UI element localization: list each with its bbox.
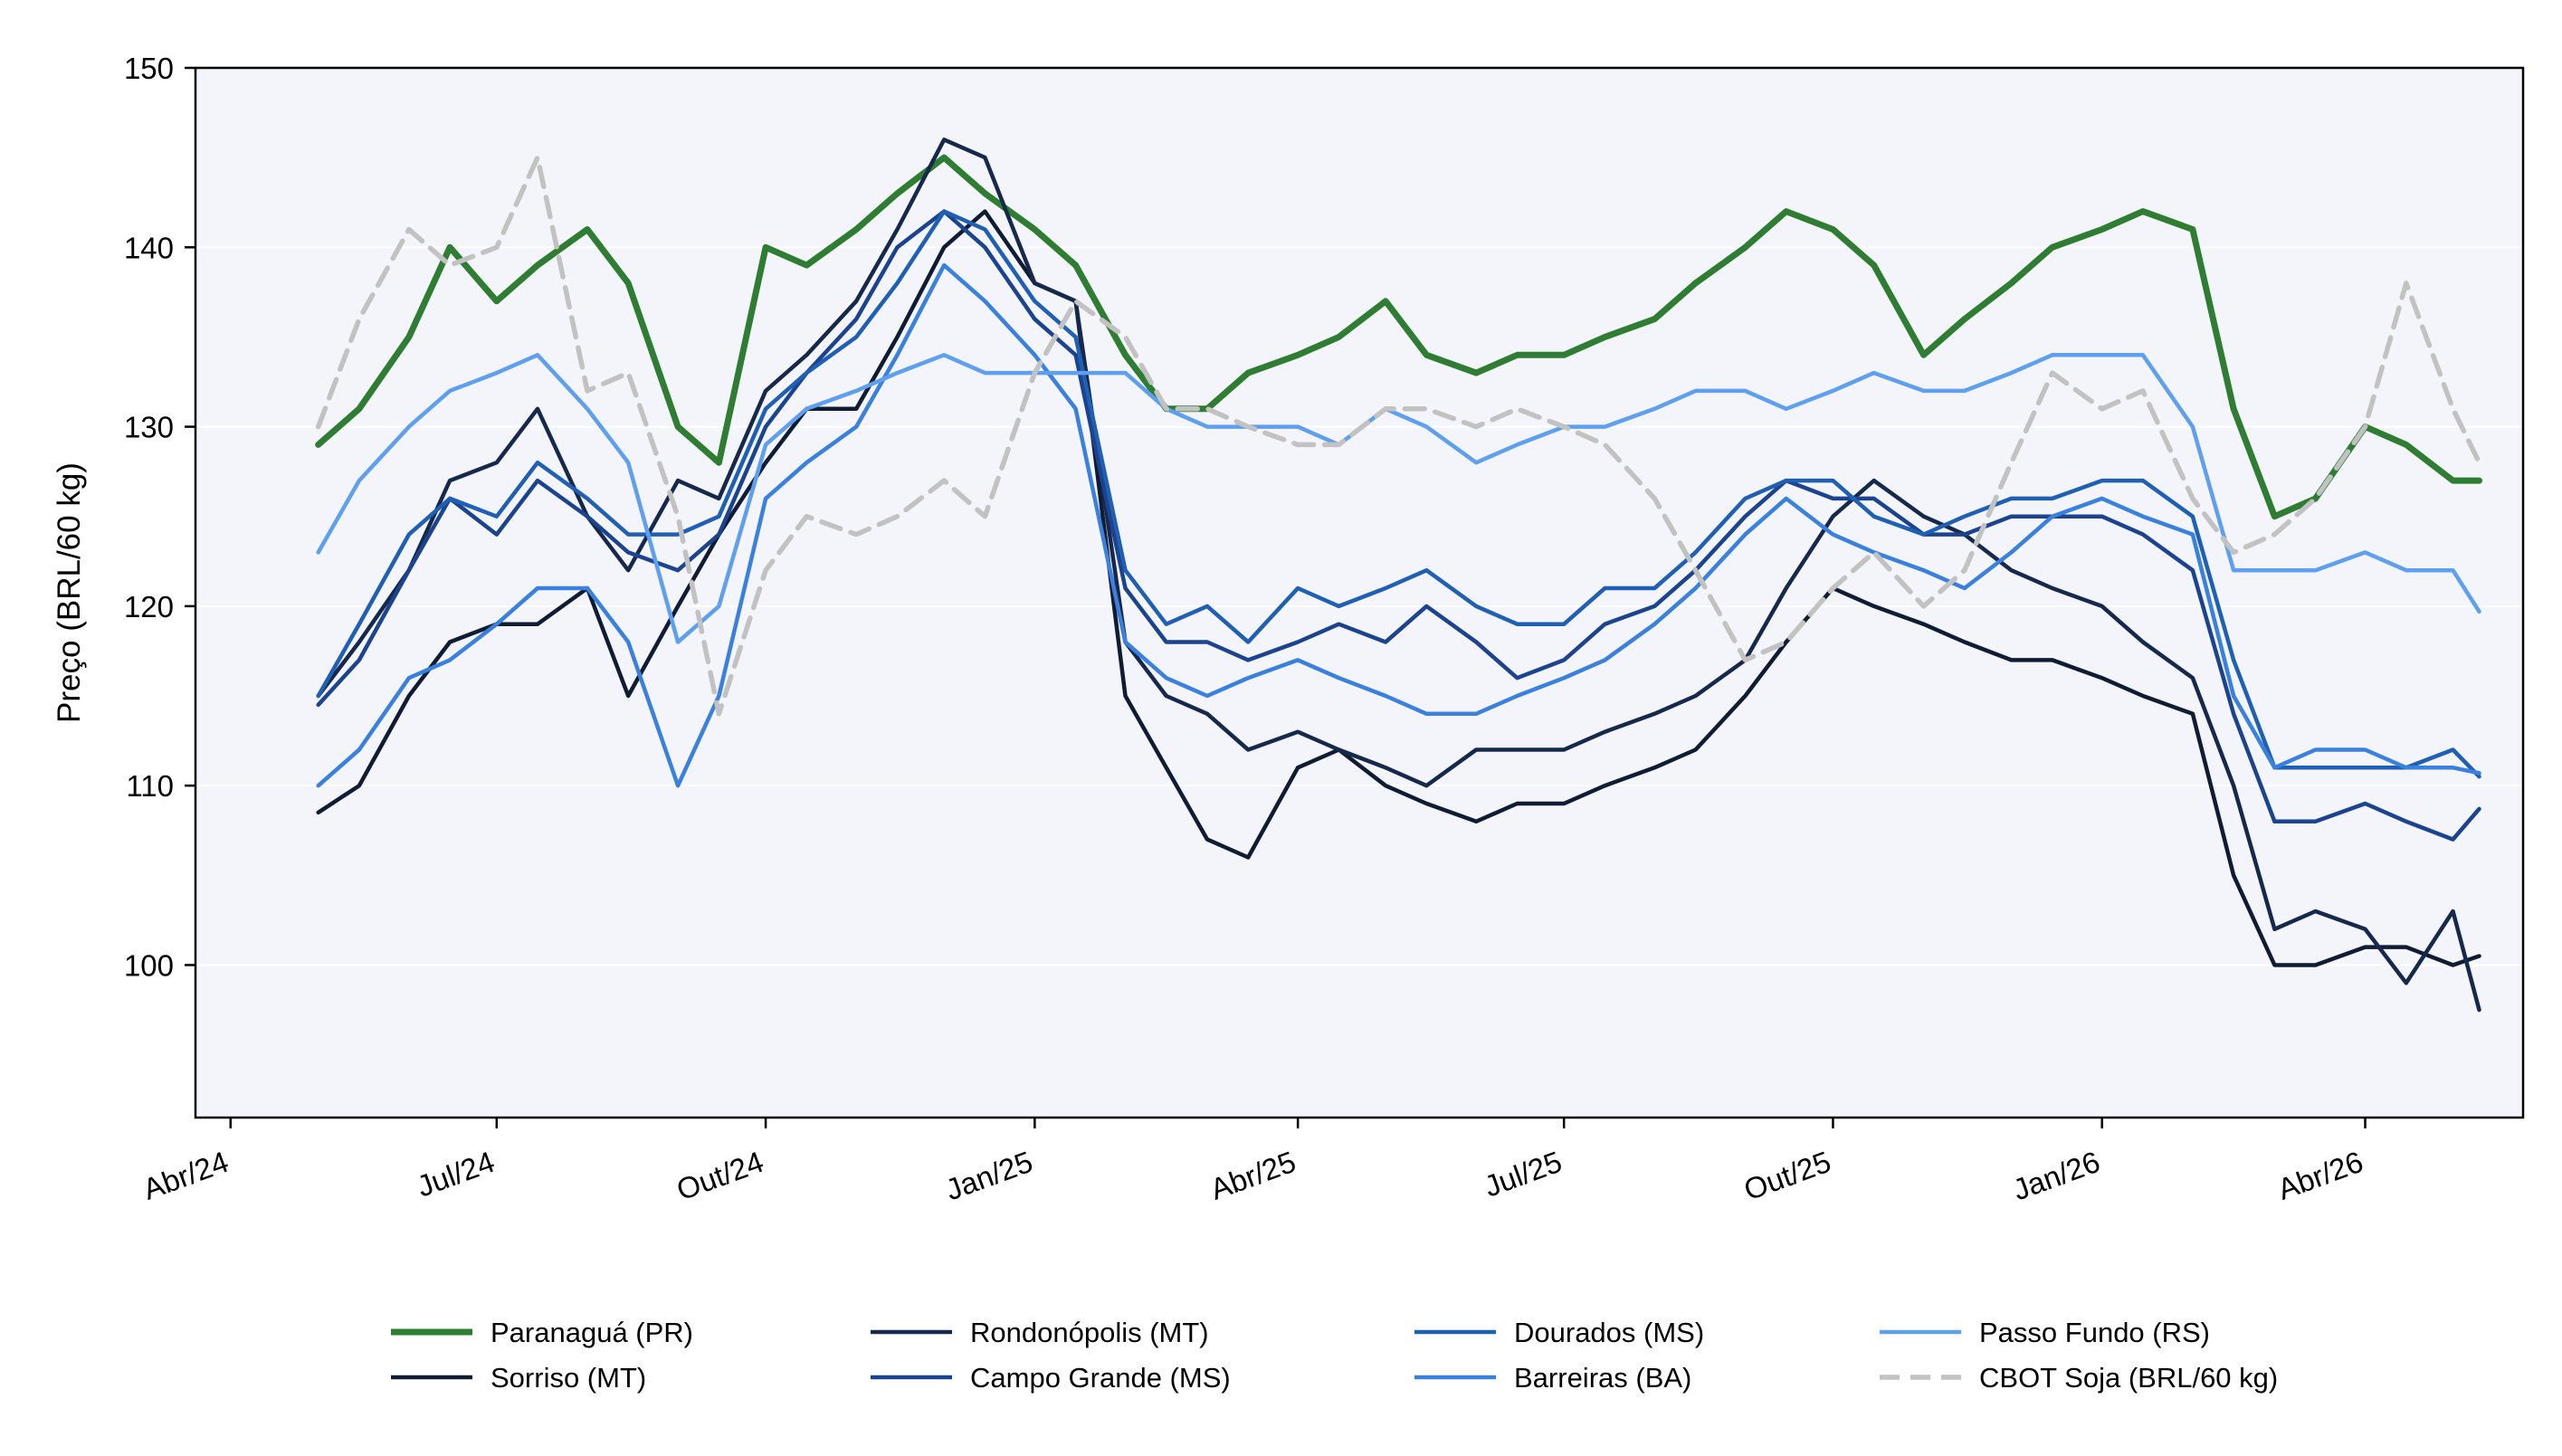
y-tick-label: 150 [124,52,174,85]
x-tick-label: Abr/24 [138,1145,233,1206]
legend-entry-label: Barreiras (BA) [1514,1362,1691,1394]
series-line [316,209,2481,842]
legend-entry-label: Passo Fundo (RS) [1979,1317,2210,1348]
x-tick-label: Jan/26 [2008,1145,2104,1207]
legend-entry-label: CBOT Soja (BRL/60 kg) [1979,1362,2278,1394]
y-tick-label: 110 [126,769,174,803]
x-tick-label: Jul/25 [1480,1145,1566,1204]
x-tick-label: Out/24 [672,1145,768,1207]
x-axis: Abr/24 Jul/24 Out/24 Jan/25 Abr/25 Jul/25 Out/… [138,1118,2367,1206]
series-line [316,138,2481,1013]
x-tick-label: Abr/26 [2273,1145,2367,1206]
legend-entry-label: Rondonópolis (MT) [970,1317,1209,1348]
y-tick-label: 100 [124,948,174,982]
legend-entry-label: Paranaguá (PR) [490,1317,693,1348]
y-axis: 100 110 120 130 140 150 [124,52,195,982]
x-tick-label: Abr/25 [1206,1145,1300,1206]
series-line [315,155,2482,717]
plot-frame [194,66,2525,1119]
series-line [316,209,2481,967]
x-tick-label: Jan/25 [941,1145,1037,1207]
x-tick-label: Out/25 [1739,1145,1835,1207]
legend-entry-label: Dourados (MS) [1514,1317,1704,1348]
series-line [316,262,2481,788]
legend-entry-label: Campo Grande (MS) [970,1362,1231,1394]
series-lines [315,138,2482,1013]
y-tick-label: 130 [124,411,174,444]
legend: Paranaguá (PR) Sorriso (MT) Rondonópolis (… [391,1317,2278,1394]
legend-entry-label: Sorriso (MT) [490,1362,646,1394]
y-tick-label: 140 [124,231,174,264]
y-axis-title: Preço (BRL/60 kg) [52,462,87,723]
series-line [316,353,2481,644]
y-tick-label: 120 [124,590,174,623]
series-line [316,209,2481,779]
x-tick-label: Jul/24 [413,1145,499,1204]
series-line [315,154,2482,520]
